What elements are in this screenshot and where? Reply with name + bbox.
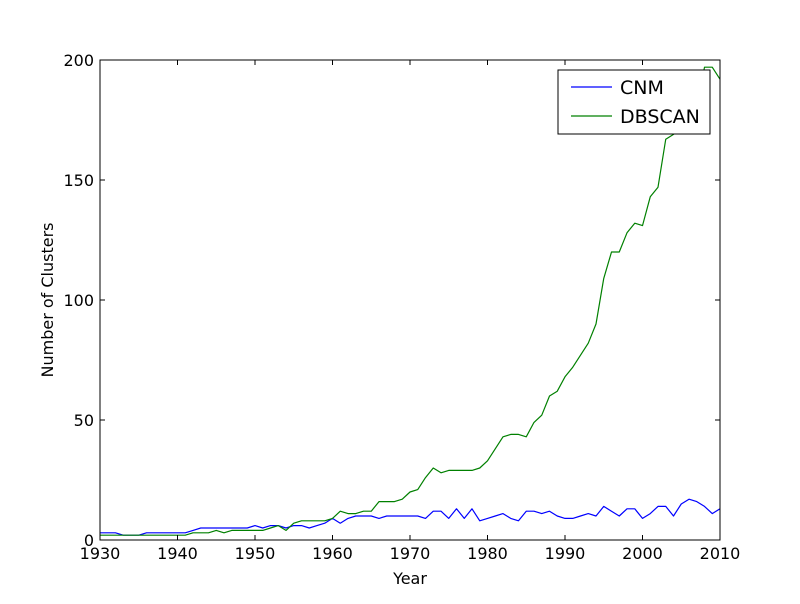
y-tick-label: 100 [63, 291, 94, 310]
y-axis-label: Number of Clusters [38, 223, 57, 378]
series-line-cnm [100, 498, 720, 536]
x-tick-label: 2010 [700, 544, 741, 563]
x-axis-label: Year [392, 569, 427, 588]
y-tick-label: 150 [63, 171, 94, 190]
y-tick-label: 0 [84, 531, 94, 550]
legend-label-dbscan: DBSCAN [620, 106, 700, 128]
y-tick-label: 50 [74, 411, 94, 430]
x-tick-label: 1980 [467, 544, 508, 563]
x-tick-label: 1960 [312, 544, 353, 563]
ticks-layer: 1930 1940 1950 1960 1970 1980 1990 2000 2010 0 50 1… [63, 51, 740, 563]
plot-area [100, 60, 720, 540]
series-line-dbscan [100, 66, 720, 536]
series-layer [100, 66, 720, 536]
x-tick-label: 1940 [157, 544, 198, 563]
x-tick-label: 2000 [622, 544, 663, 563]
y-tick-label: 200 [63, 51, 94, 70]
legend-box [557, 69, 711, 135]
legend: CNM DBSCAN [557, 69, 711, 135]
legend-label-cnm: CNM [620, 77, 664, 99]
x-tick-label: 1990 [545, 544, 586, 563]
x-tick-label: 1930 [80, 544, 121, 563]
x-tick-label: 1950 [235, 544, 276, 563]
x-tick-label: 1970 [390, 544, 431, 563]
